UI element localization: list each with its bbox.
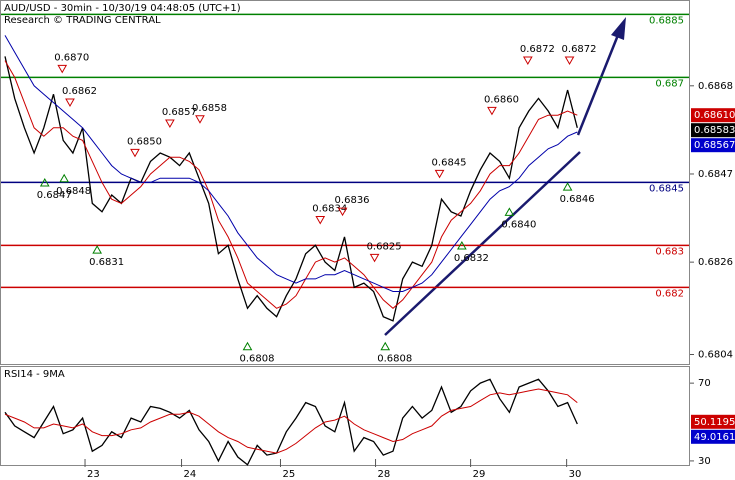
pivot-label: 0.6832: [454, 253, 489, 264]
series-line: [4, 35, 578, 292]
x-tick-label: 30: [569, 469, 582, 480]
series-line: [4, 378, 578, 466]
level-label: 0.6885: [649, 15, 684, 26]
price-tag: [691, 123, 735, 138]
pivot-label: 0.6858: [192, 103, 227, 114]
y-tick-label: 0.6826: [698, 257, 733, 268]
pivot-label: 0.6850: [127, 136, 162, 147]
low-marker: [562, 182, 573, 191]
price-tag-label: 0.68567: [694, 140, 735, 151]
level-label: 0.682: [655, 288, 684, 299]
pivot-label: 0.6840: [501, 219, 536, 230]
high-marker: [195, 115, 205, 124]
pivot-label: 0.6860: [484, 94, 519, 105]
series-line: [4, 388, 578, 454]
x-tick-label: 29: [473, 469, 486, 480]
price-tag: [691, 414, 735, 429]
high-marker: [369, 253, 380, 263]
high-marker: [337, 207, 348, 217]
rsi-panel: [0, 366, 690, 466]
low-marker: [39, 177, 50, 187]
projection-arrow: [576, 34, 620, 136]
pivot-label: 0.6836: [335, 195, 370, 206]
high-marker: [522, 56, 533, 66]
high-marker: [57, 64, 68, 74]
chart-subtitle: Research © TRADING CENTRAL: [4, 15, 161, 26]
series-line: [4, 56, 578, 322]
low-marker: [504, 207, 515, 216]
high-marker: [65, 98, 75, 108]
pivot-label: 0.6834: [312, 204, 347, 215]
low-marker: [457, 240, 467, 250]
pivot-label: 0.6862: [62, 86, 97, 97]
pivot-label: 0.6848: [56, 186, 91, 197]
x-tick-label: 24: [184, 469, 197, 480]
y-tick-label: 0.6868: [698, 81, 733, 92]
level-label: 0.687: [655, 78, 684, 89]
pivot-label: 0.6831: [89, 257, 124, 268]
price-tag: [691, 138, 735, 153]
price-tag: [691, 429, 735, 444]
pivot-label: 0.6847: [37, 190, 72, 201]
pivot-label: 0.6845: [432, 157, 467, 168]
pivot-label: 0.6808: [377, 354, 412, 365]
high-marker: [487, 106, 497, 116]
series-line: [4, 60, 578, 309]
y-tick-label: 0.6804: [698, 350, 733, 361]
pivot-label: 0.6857: [162, 107, 197, 118]
price-tag-label: 0.68610: [694, 110, 735, 121]
rsi-title: RSI14 - 9MA: [4, 369, 65, 380]
high-marker: [165, 119, 175, 128]
pivot-label: 0.6846: [560, 194, 595, 205]
high-marker: [564, 56, 575, 66]
arrow-head: [611, 17, 626, 40]
pivot-label: 0.6870: [54, 52, 89, 63]
low-marker: [380, 341, 391, 351]
pivot-label: 0.6872: [562, 44, 597, 55]
x-tick-label: 28: [378, 469, 391, 480]
pivot-label: 0.6825: [367, 241, 402, 252]
pivot-label: 0.6872: [520, 44, 555, 55]
x-tick-label: 25: [282, 469, 295, 480]
level-label: 0.6845: [649, 183, 684, 194]
high-marker: [130, 148, 140, 158]
low-marker: [59, 173, 70, 183]
y-tick-label: 0.6847: [698, 169, 733, 180]
pivot-label: 0.6808: [240, 354, 275, 365]
low-marker: [242, 341, 253, 351]
price-panel: [0, 0, 690, 365]
low-marker: [92, 245, 103, 254]
price-tag-label: 0.68583: [694, 125, 735, 136]
price-tag: [691, 108, 735, 123]
x-tick-label: 23: [87, 469, 100, 480]
level-label: 0.683: [655, 246, 684, 257]
price-tag-label: 49.0161: [694, 432, 735, 443]
high-marker: [315, 216, 326, 225]
chart-title: AUD/USD - 30min - 10/30/19 04:48:05 (UTC…: [4, 3, 241, 14]
price-tag-label: 50.1195: [694, 417, 735, 428]
y-tick-label: 70: [698, 378, 711, 389]
y-tick-label: 30: [698, 456, 711, 467]
high-marker: [434, 169, 445, 179]
